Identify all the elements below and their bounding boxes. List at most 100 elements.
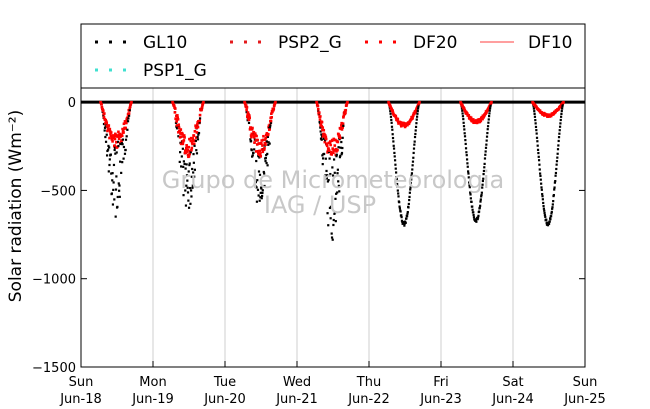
gl10-point xyxy=(469,197,472,200)
gl10-point xyxy=(323,177,326,180)
gl10-point xyxy=(266,164,269,167)
gl10-point xyxy=(395,176,398,179)
gl10-point xyxy=(333,212,336,215)
gl10-point xyxy=(263,172,266,175)
diffuse-point xyxy=(190,141,194,144)
diffuse-point xyxy=(181,142,185,146)
gl10-point xyxy=(543,214,547,217)
diffuse-point xyxy=(110,134,113,138)
gl10-point xyxy=(185,174,189,177)
gl10-point xyxy=(409,181,412,185)
diffuse-point xyxy=(121,129,125,132)
gl10-point xyxy=(193,144,196,147)
gl10-point xyxy=(461,112,464,115)
gl10-point xyxy=(542,204,545,208)
diffuse-point xyxy=(191,139,195,142)
gl10-point xyxy=(559,122,562,125)
diffuse-point xyxy=(413,112,416,116)
gl10-point xyxy=(557,136,561,139)
gl10-point xyxy=(416,112,419,115)
diffuse-point xyxy=(260,139,264,142)
gl10-point xyxy=(408,191,411,194)
gl10-point xyxy=(334,211,337,214)
gl10-point xyxy=(107,148,110,151)
gl10-point xyxy=(398,201,401,204)
gl10-point xyxy=(404,221,407,224)
diffuse-point xyxy=(188,137,191,141)
diffuse-point xyxy=(184,150,188,154)
gl10-point xyxy=(463,135,467,138)
gl10-point xyxy=(128,108,131,112)
gl10-point xyxy=(483,157,487,160)
gl10-point xyxy=(486,128,489,131)
gl10-point xyxy=(407,206,410,209)
diffuse-point xyxy=(340,124,343,127)
gl10-point xyxy=(122,145,126,149)
gl10-point xyxy=(329,217,332,220)
legend-marker xyxy=(109,40,112,44)
legend-marker xyxy=(379,40,382,44)
gl10-point xyxy=(561,105,564,108)
diffuse-point xyxy=(182,139,186,142)
gl10-point xyxy=(123,152,127,155)
gl10-point xyxy=(181,147,184,150)
diffuse-point xyxy=(261,150,265,154)
gl10-point xyxy=(390,118,393,122)
diffuse-point xyxy=(196,123,199,126)
gl10-point xyxy=(117,182,120,185)
diffuse-point xyxy=(248,116,251,120)
gl10-point xyxy=(337,184,340,188)
gl10-point xyxy=(468,184,471,187)
gl10-point xyxy=(325,177,328,180)
gl10-point xyxy=(551,206,554,209)
gl10-point xyxy=(341,146,344,150)
gl10-point xyxy=(321,163,324,166)
gl10-point xyxy=(466,165,469,168)
gl10-point xyxy=(188,162,191,165)
gl10-point xyxy=(330,232,333,235)
diffuse-point xyxy=(174,117,178,121)
diffuse-point xyxy=(336,140,340,144)
diffuse-point xyxy=(467,114,471,117)
gl10-point xyxy=(556,152,559,155)
diffuse-point xyxy=(263,141,267,145)
diffuse-point xyxy=(247,118,251,122)
diffuse-point xyxy=(319,123,323,126)
diffuse-point xyxy=(463,107,466,111)
gl10-point xyxy=(532,107,536,110)
gl10-point xyxy=(410,174,413,177)
gl10-point xyxy=(532,105,535,108)
gl10-point xyxy=(340,151,344,155)
diffuse-point xyxy=(272,107,276,111)
gl10-point xyxy=(487,115,491,118)
gl10-point xyxy=(327,179,330,182)
diffuse-point xyxy=(264,136,268,140)
gl10-point xyxy=(124,138,128,141)
gl10-point xyxy=(549,218,552,221)
diffuse-point xyxy=(260,142,263,146)
gl10-point xyxy=(183,162,186,166)
gl10-point xyxy=(189,151,192,154)
legend-label: PSP1_G xyxy=(143,61,207,81)
diffuse-point xyxy=(325,144,329,148)
gl10-point xyxy=(258,173,262,176)
gl10-point xyxy=(478,210,481,213)
gl10-point xyxy=(177,135,180,138)
diffuse-point xyxy=(323,140,327,144)
gl10-point xyxy=(336,172,339,175)
diffuse-point xyxy=(269,119,273,123)
gl10-point xyxy=(109,153,112,156)
diffuse-point xyxy=(255,134,258,138)
gl10-point xyxy=(408,198,411,202)
x-tick-label-date: Jun-25 xyxy=(563,392,606,407)
diffuse-point xyxy=(274,100,277,104)
gl10-point xyxy=(555,160,559,163)
diffuse-point xyxy=(545,113,549,116)
gl10-point xyxy=(408,195,411,199)
gl10-point xyxy=(554,171,558,175)
x-tick-label-date: Jun-20 xyxy=(203,392,246,407)
gl10-point xyxy=(413,143,416,146)
gl10-point xyxy=(255,186,258,189)
gl10-point xyxy=(197,133,200,136)
gl10-point xyxy=(414,129,417,132)
